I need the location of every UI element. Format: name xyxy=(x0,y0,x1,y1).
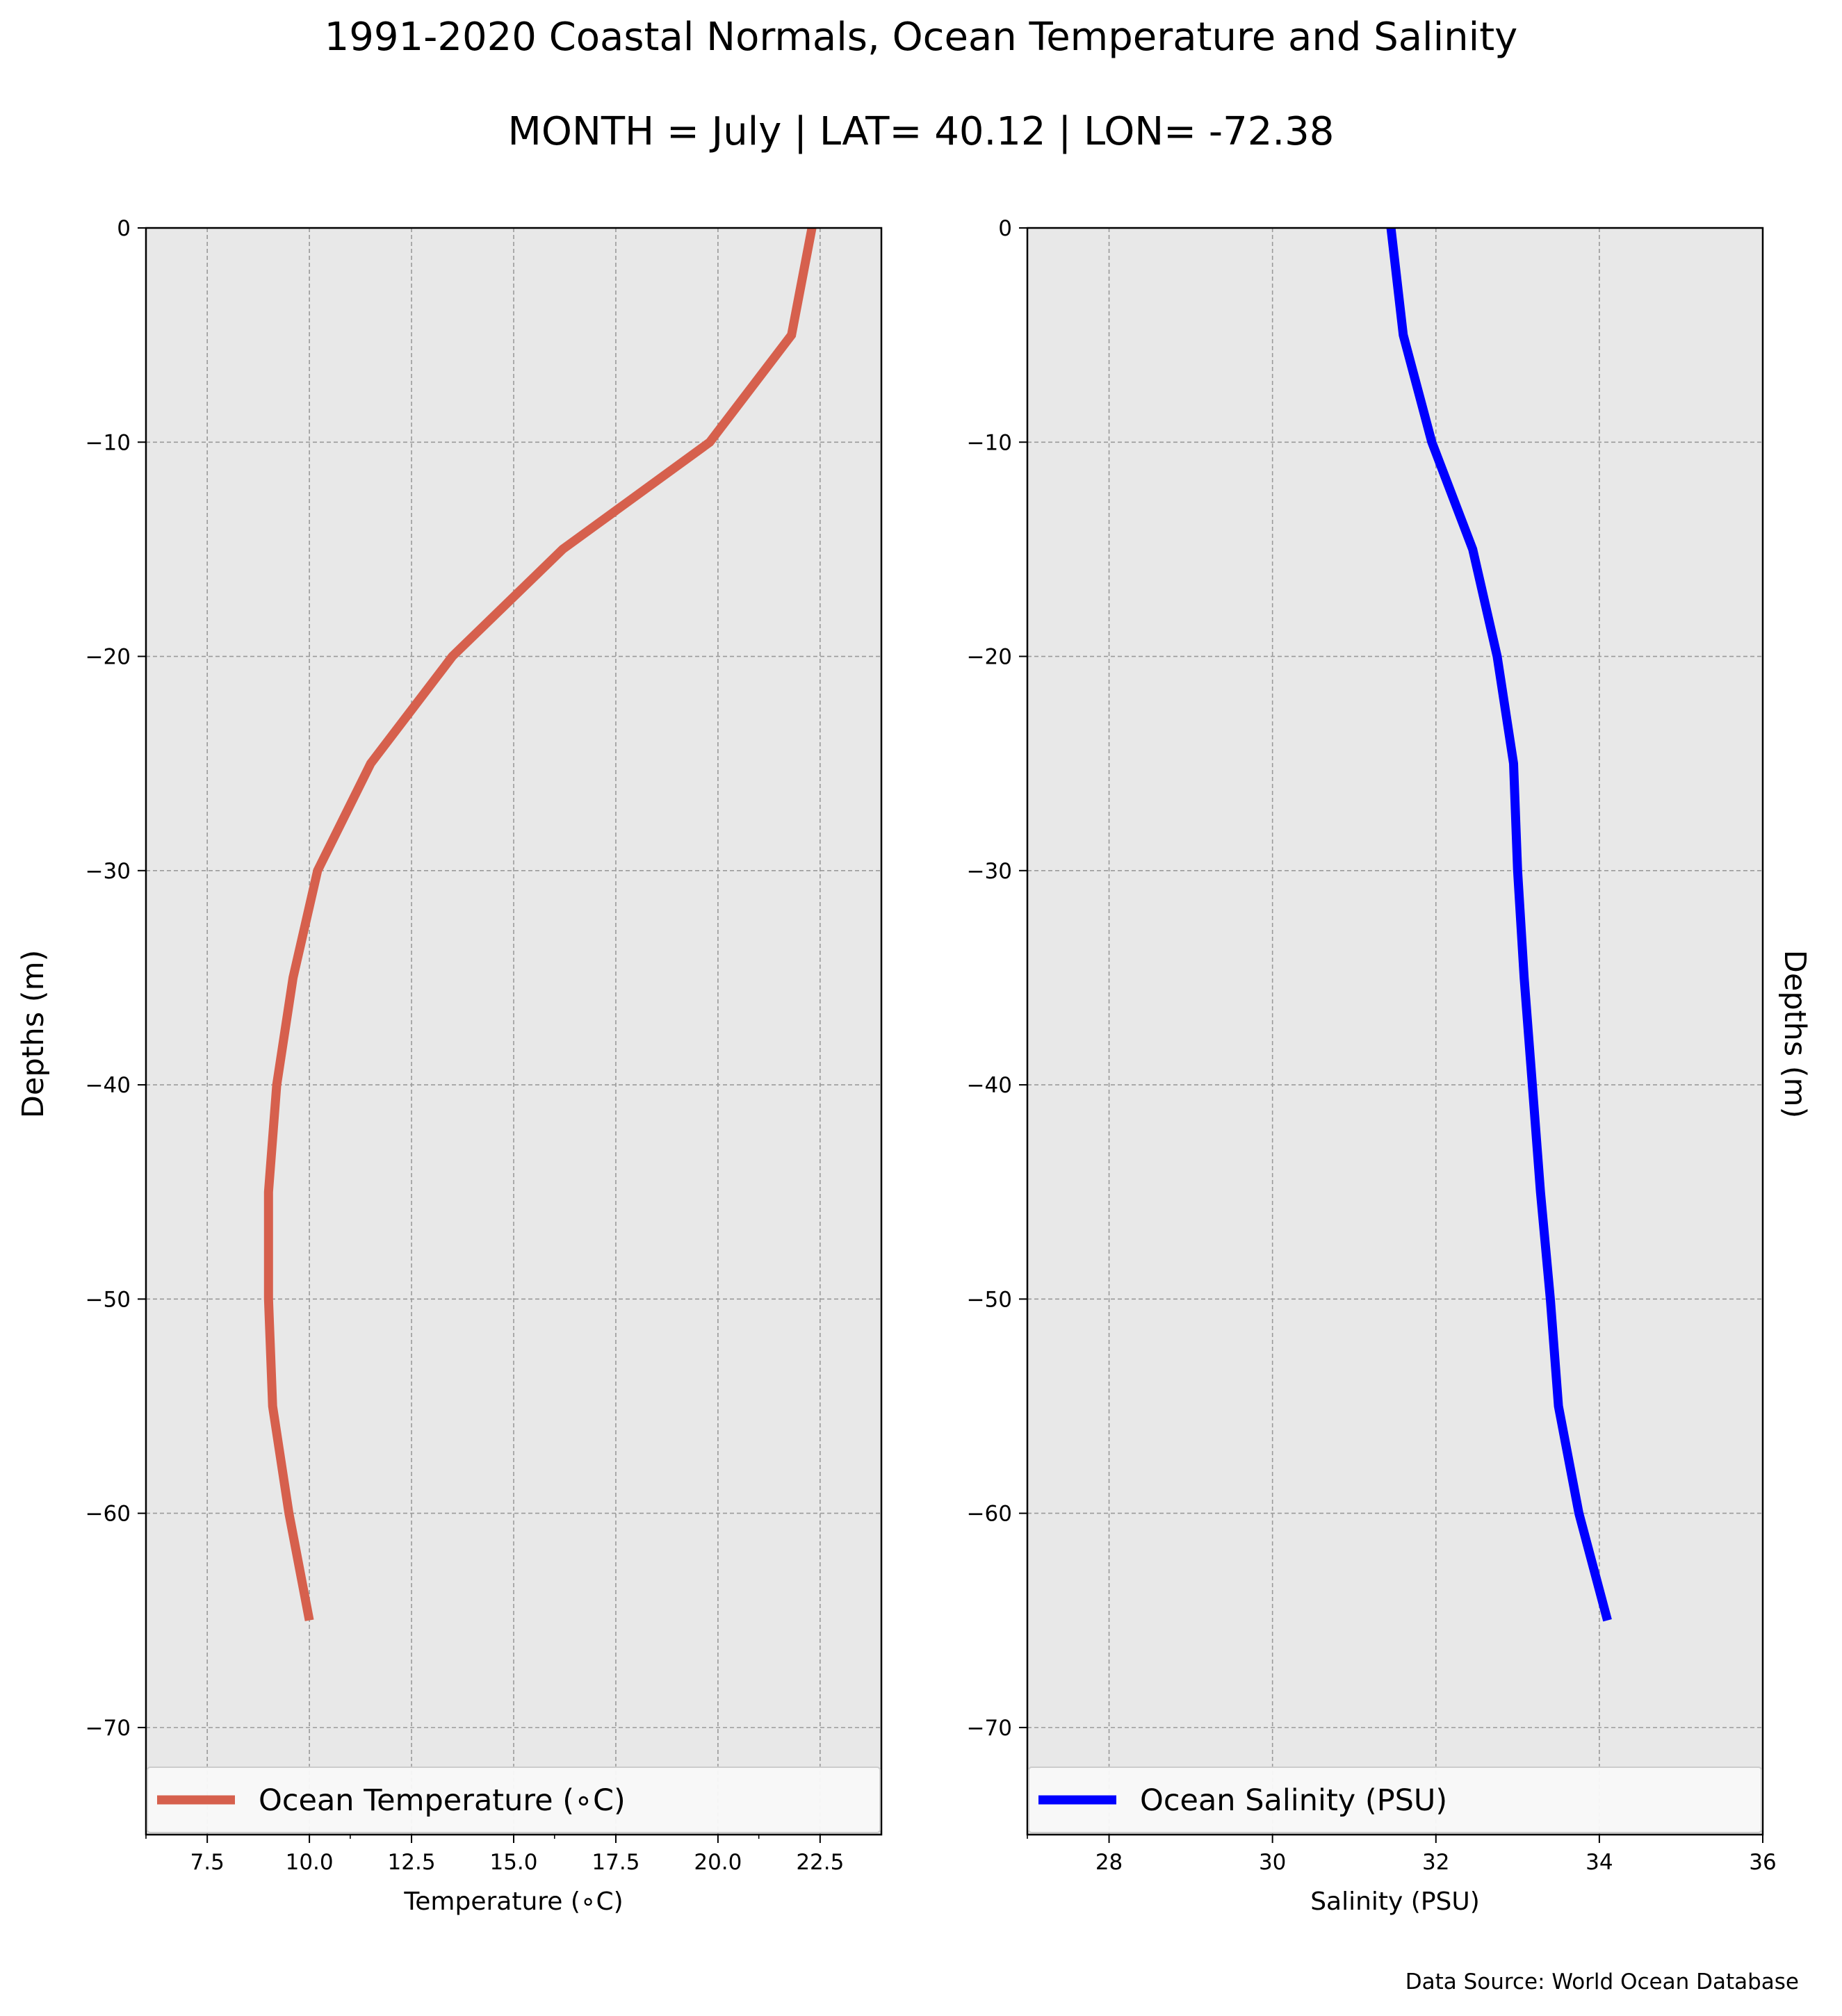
series-line xyxy=(1386,227,1612,1622)
right-y-axis-label: Depths (m) xyxy=(1777,950,1812,1118)
y-tick-label: 0 xyxy=(117,216,131,241)
y-tick-label: −30 xyxy=(967,859,1012,884)
series-line xyxy=(263,227,817,1621)
x-tick-label: 22.5 xyxy=(796,1850,844,1875)
legend-entry-label: Ocean Salinity (PSU) xyxy=(1140,1783,1447,1818)
axes-frame xyxy=(1026,227,1764,1836)
x-tick-label: 10.0 xyxy=(286,1850,334,1875)
x-tick-label: 20.0 xyxy=(694,1850,742,1875)
x-axis-label: Temperature (∘C) xyxy=(403,1887,623,1916)
y-tick-label: −70 xyxy=(85,1716,131,1741)
figure-subtitle: MONTH = July | LAT= 40.12 | LON= -72.38 xyxy=(508,109,1335,154)
x-tick-label: 7.5 xyxy=(190,1850,225,1875)
x-tick-label: 17.5 xyxy=(592,1850,639,1875)
figure-title: 1991-2020 Coastal Normals, Ocean Tempera… xyxy=(325,15,1518,60)
legend: Ocean Salinity (PSU) xyxy=(1028,1767,1762,1833)
x-axis-label: Salinity (PSU) xyxy=(1310,1887,1480,1916)
salinity-panel: 28 30 32 34 36 0 −10 −20 −30 −40 −50 −60 −70 Salinity… xyxy=(967,216,1777,1916)
y-tick-label: −60 xyxy=(967,1502,1012,1527)
left-y-axis-label: Depths (m) xyxy=(16,950,51,1118)
y-tick-label: −60 xyxy=(85,1502,131,1527)
plot-area xyxy=(1027,228,1763,1835)
x-tick-label: 36 xyxy=(1749,1850,1776,1875)
legend-box xyxy=(147,1767,881,1833)
x-tick-label: 34 xyxy=(1586,1850,1613,1875)
y-tick-label: −50 xyxy=(85,1287,131,1312)
x-tick-label: 30 xyxy=(1259,1850,1286,1875)
legend-entry-label: Ocean Temperature (∘C) xyxy=(259,1783,626,1818)
temperature-panel: 7.5 10.0 12.5 15.0 17.5 20.0 22.5 0 −10 −20 −30 −40… xyxy=(85,216,883,1916)
x-tick-label: 15.0 xyxy=(489,1850,537,1875)
legend: Ocean Temperature (∘C) xyxy=(147,1767,881,1833)
x-tick-label: 28 xyxy=(1095,1850,1123,1875)
data-source-note: Data Source: World Ocean Database xyxy=(1405,1969,1799,1994)
y-tick-label: −10 xyxy=(85,430,131,455)
y-tick-label: −10 xyxy=(967,430,1012,455)
y-tick-label: 0 xyxy=(998,216,1012,241)
y-tick-label: −40 xyxy=(967,1073,1012,1098)
y-tick-label: −30 xyxy=(85,859,131,884)
legend-box xyxy=(1028,1767,1762,1833)
x-tick-label: 32 xyxy=(1422,1850,1449,1875)
y-tick-label: −40 xyxy=(85,1073,131,1098)
x-tick-label: 12.5 xyxy=(388,1850,436,1875)
y-tick-label: −20 xyxy=(85,645,131,670)
y-tick-label: −70 xyxy=(967,1716,1012,1741)
y-tick-label: −50 xyxy=(967,1287,1012,1312)
y-tick-label: −20 xyxy=(967,645,1012,670)
